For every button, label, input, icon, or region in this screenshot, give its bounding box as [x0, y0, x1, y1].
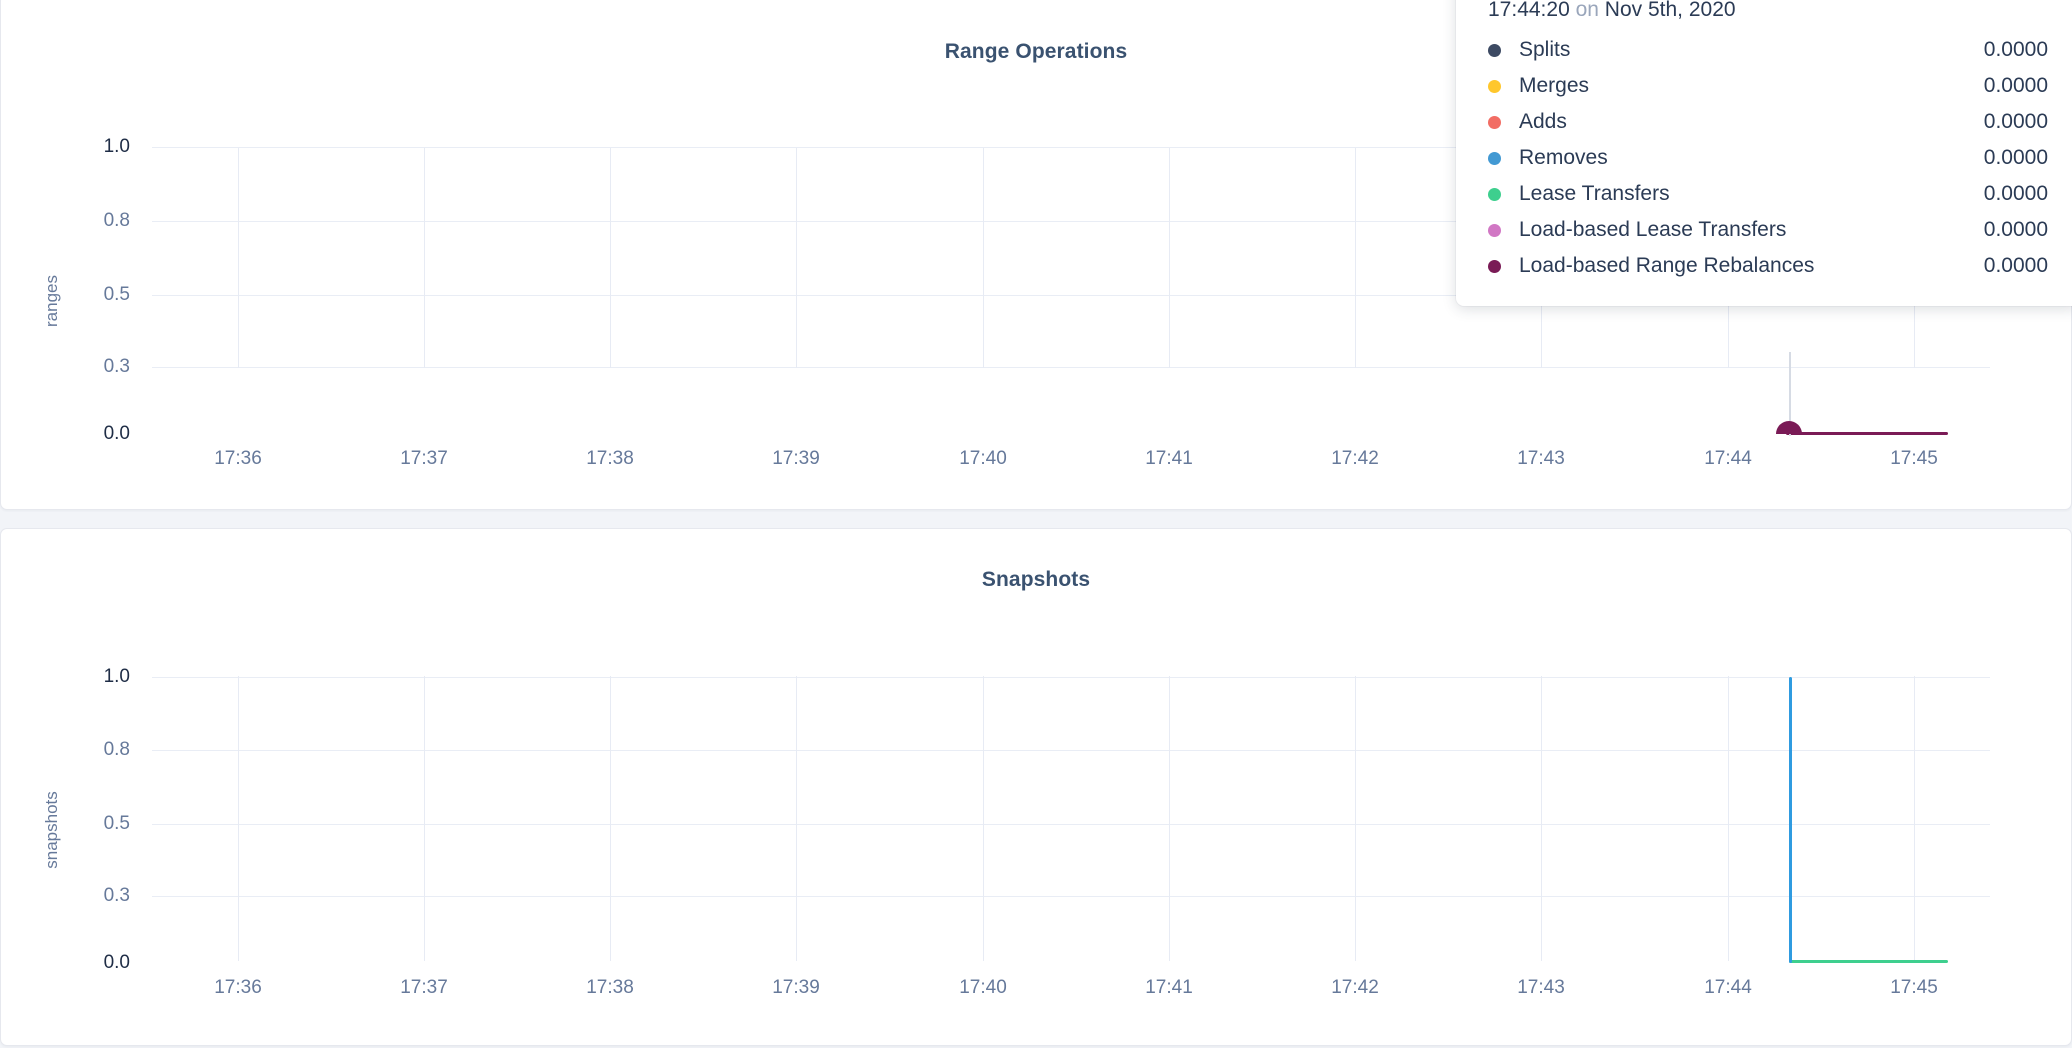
- legend-dot-icon: [1488, 79, 1501, 93]
- legend-dot-icon: [1488, 223, 1501, 237]
- tooltip-series-value: 0.0000: [1983, 74, 2048, 97]
- tooltip-row: Adds 0.0000: [1488, 104, 2048, 140]
- tooltip-series-value: 0.0000: [1983, 110, 2048, 133]
- tooltip-series-value: 0.0000: [1983, 146, 2048, 169]
- tooltip-row: Load-based Range Rebalances 0.0000: [1488, 248, 2048, 284]
- snapshots-title: Snapshots: [981, 568, 1091, 591]
- tooltip-series-value: 0.0000: [1983, 254, 2048, 277]
- legend-dot-icon: [1488, 187, 1501, 201]
- tooltip-series-value: 0.0000: [1983, 182, 2048, 205]
- tooltip-row: Removes 0.0000: [1488, 140, 2048, 176]
- legend-dot-icon: [1488, 151, 1501, 165]
- tooltip-row: Load-based Lease Transfers 0.0000: [1488, 212, 2048, 248]
- tooltip-series-label: Splits: [1519, 38, 1571, 61]
- tooltip-row: Splits 0.0000: [1488, 32, 2048, 68]
- tooltip-series-label: Load-based Lease Transfers: [1519, 218, 1787, 241]
- tooltip-timestamp: 17:44:20 on Nov 5th, 2020: [1488, 0, 2048, 22]
- snapshots-card: [0, 528, 2072, 1046]
- legend-dot-icon: [1488, 43, 1501, 57]
- legend-dot-icon: [1488, 259, 1501, 273]
- tooltip-series-label: Adds: [1519, 110, 1567, 133]
- tooltip-series-label: Load-based Range Rebalances: [1519, 254, 1815, 277]
- tooltip-date: Nov 5th, 2020: [1604, 0, 1736, 21]
- tooltip-series-label: Merges: [1519, 74, 1590, 97]
- tooltip-row: Lease Transfers 0.0000: [1488, 176, 2048, 212]
- tooltip-series-label: Removes: [1519, 146, 1608, 169]
- tooltip-row: Merges 0.0000: [1488, 68, 2048, 104]
- tooltip-time: 17:44:20: [1488, 0, 1570, 21]
- legend-dot-icon: [1488, 115, 1501, 129]
- tooltip-series-value: 0.0000: [1983, 38, 2048, 61]
- tooltip-series-value: 0.0000: [1983, 218, 2048, 241]
- tooltip-conjunction: on: [1575, 0, 1599, 21]
- range-operations-title: Range Operations: [944, 40, 1128, 63]
- tooltip-series-label: Lease Transfers: [1519, 182, 1670, 205]
- hover-tooltip: 17:44:20 on Nov 5th, 2020 Splits 0.0000 …: [1456, 0, 2072, 306]
